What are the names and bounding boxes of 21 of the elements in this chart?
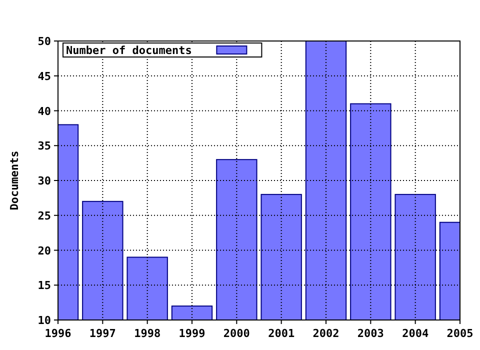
x-tick-label: 1999 (178, 327, 206, 340)
y-tick-label: 10 (38, 314, 51, 327)
x-tick-label: 1997 (89, 327, 116, 340)
x-tick-label: 2000 (223, 327, 250, 340)
y-tick-label: 45 (38, 70, 51, 83)
x-tick-label: 2002 (312, 327, 340, 340)
y-tick-label: 15 (38, 279, 51, 292)
y-tick-label: 25 (38, 209, 51, 222)
x-tick-label: 2005 (446, 327, 474, 340)
y-tick-label: 35 (38, 140, 51, 153)
y-tick-label: 40 (38, 104, 51, 118)
x-tick-label: 2004 (402, 327, 429, 340)
x-tick-label: 2001 (268, 327, 295, 340)
x-tick-label: 2003 (357, 327, 384, 340)
y-tick-label: 50 (38, 35, 51, 48)
x-tick-label: 1996 (44, 327, 72, 340)
y-tick-label: 30 (38, 174, 51, 188)
y-tick-label: 20 (38, 244, 51, 258)
x-tick-label: 1998 (134, 327, 161, 340)
y-axis-title: Documents (8, 150, 21, 210)
legend-label: Number of documents (66, 44, 192, 57)
